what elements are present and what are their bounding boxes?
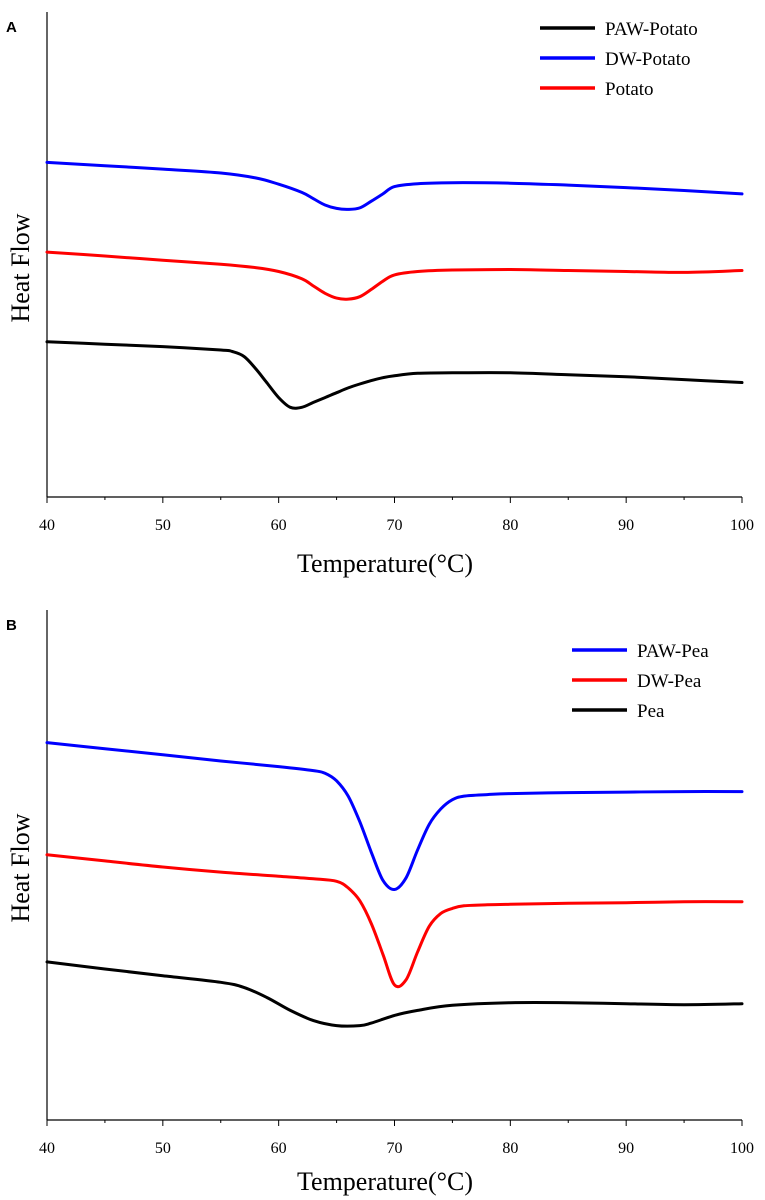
legend-label-potato: Potato	[605, 79, 654, 100]
chart-a-ylabel: Heat Flow	[6, 213, 35, 322]
chart-b: B 40 50 60 70 80 90 100 PAW-Pea DW-Pea Pea Tempe…	[6, 610, 754, 1196]
x-tick-label: 100	[730, 517, 754, 534]
chart-a-ticks: 40 50 60 70 80 90 100	[39, 497, 754, 534]
chart-a: A 40 50 60 70 80 90 100 PAW-Potato DW-Potato Pot…	[6, 12, 754, 578]
x-tick-label: 60	[271, 1140, 287, 1157]
x-tick-label: 100	[730, 1140, 754, 1157]
series-line-dw-potato	[45, 160, 744, 211]
x-tick-label: 90	[618, 1140, 634, 1157]
x-tick-label: 40	[39, 517, 55, 534]
series-line-paw-pea	[45, 741, 744, 892]
x-tick-label: 40	[39, 1140, 55, 1157]
panel-label-b: B	[6, 617, 17, 634]
panel-label-a: A	[6, 19, 17, 36]
x-tick-label: 80	[502, 517, 518, 534]
series-line-dw-pea	[45, 853, 744, 989]
series-line-potato	[45, 250, 744, 301]
chart-a-legend: PAW-Potato DW-Potato Potato	[540, 19, 698, 100]
legend-label-dw-pea: DW-Pea	[637, 671, 702, 692]
chart-a-xlabel: Temperature(°C)	[297, 549, 473, 578]
legend-label-pea: Pea	[637, 701, 665, 722]
x-tick-label: 60	[271, 517, 287, 534]
chart-a-series	[45, 160, 744, 410]
x-tick-label: 50	[155, 517, 171, 534]
x-tick-label: 50	[155, 1140, 171, 1157]
chart-b-ticks: 40 50 60 70 80 90 100	[39, 1120, 754, 1157]
chart-b-xlabel: Temperature(°C)	[297, 1167, 473, 1196]
x-tick-label: 70	[387, 517, 403, 534]
x-tick-label: 90	[618, 517, 634, 534]
series-line-paw-potato	[45, 340, 744, 410]
chart-b-series	[45, 741, 744, 1028]
series-line-pea	[45, 960, 744, 1028]
legend-label-paw-pea: PAW-Pea	[637, 641, 709, 662]
x-tick-label: 80	[502, 1140, 518, 1157]
chart-b-legend: PAW-Pea DW-Pea Pea	[572, 641, 709, 722]
legend-label-dw-potato: DW-Potato	[605, 49, 691, 70]
legend-label-paw-potato: PAW-Potato	[605, 19, 698, 40]
x-tick-label: 70	[387, 1140, 403, 1157]
chart-b-ylabel: Heat Flow	[6, 813, 35, 922]
